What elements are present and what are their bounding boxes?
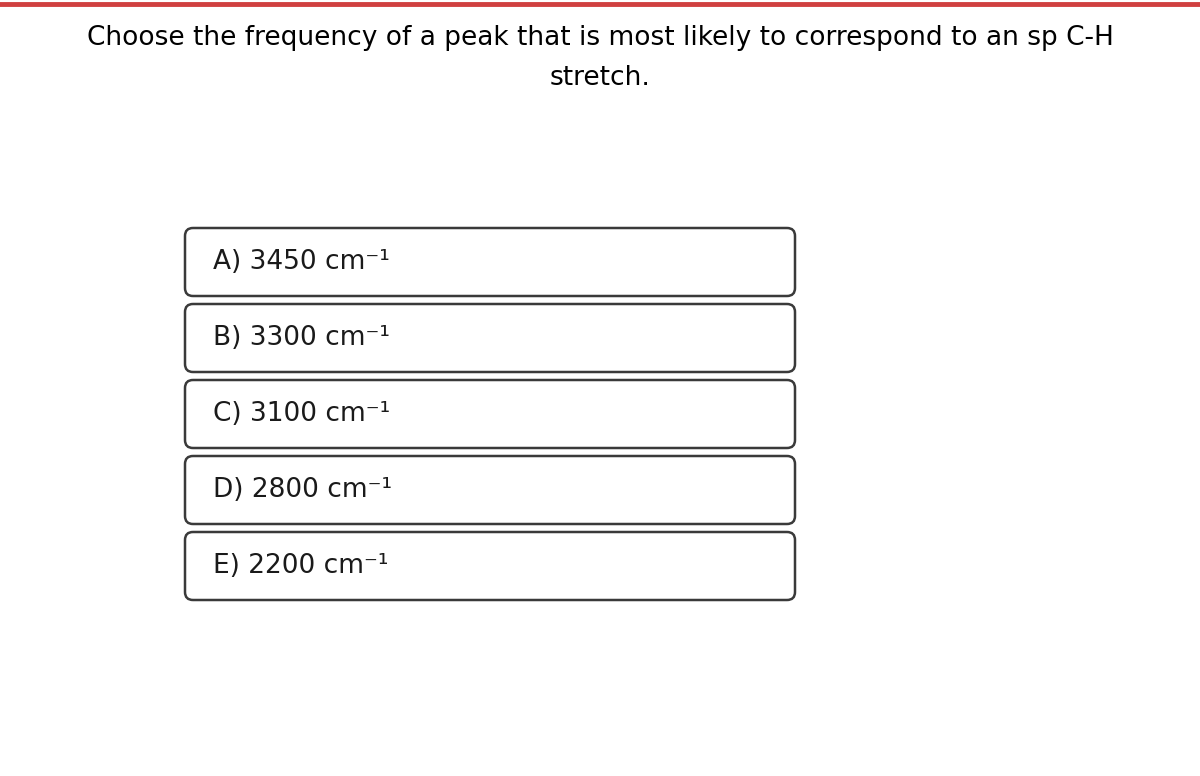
FancyBboxPatch shape [185,304,796,372]
FancyBboxPatch shape [185,456,796,524]
Text: B) 3300 cm⁻¹: B) 3300 cm⁻¹ [214,325,390,351]
FancyBboxPatch shape [185,228,796,296]
FancyBboxPatch shape [185,380,796,448]
Text: D) 2800 cm⁻¹: D) 2800 cm⁻¹ [214,477,392,503]
Text: stretch.: stretch. [550,65,650,91]
Text: E) 2200 cm⁻¹: E) 2200 cm⁻¹ [214,553,389,579]
Text: Choose the frequency of a peak that is most likely to correspond to an sp C-H: Choose the frequency of a peak that is m… [86,25,1114,51]
FancyBboxPatch shape [185,532,796,600]
Text: C) 3100 cm⁻¹: C) 3100 cm⁻¹ [214,401,390,427]
Text: A) 3450 cm⁻¹: A) 3450 cm⁻¹ [214,249,390,275]
